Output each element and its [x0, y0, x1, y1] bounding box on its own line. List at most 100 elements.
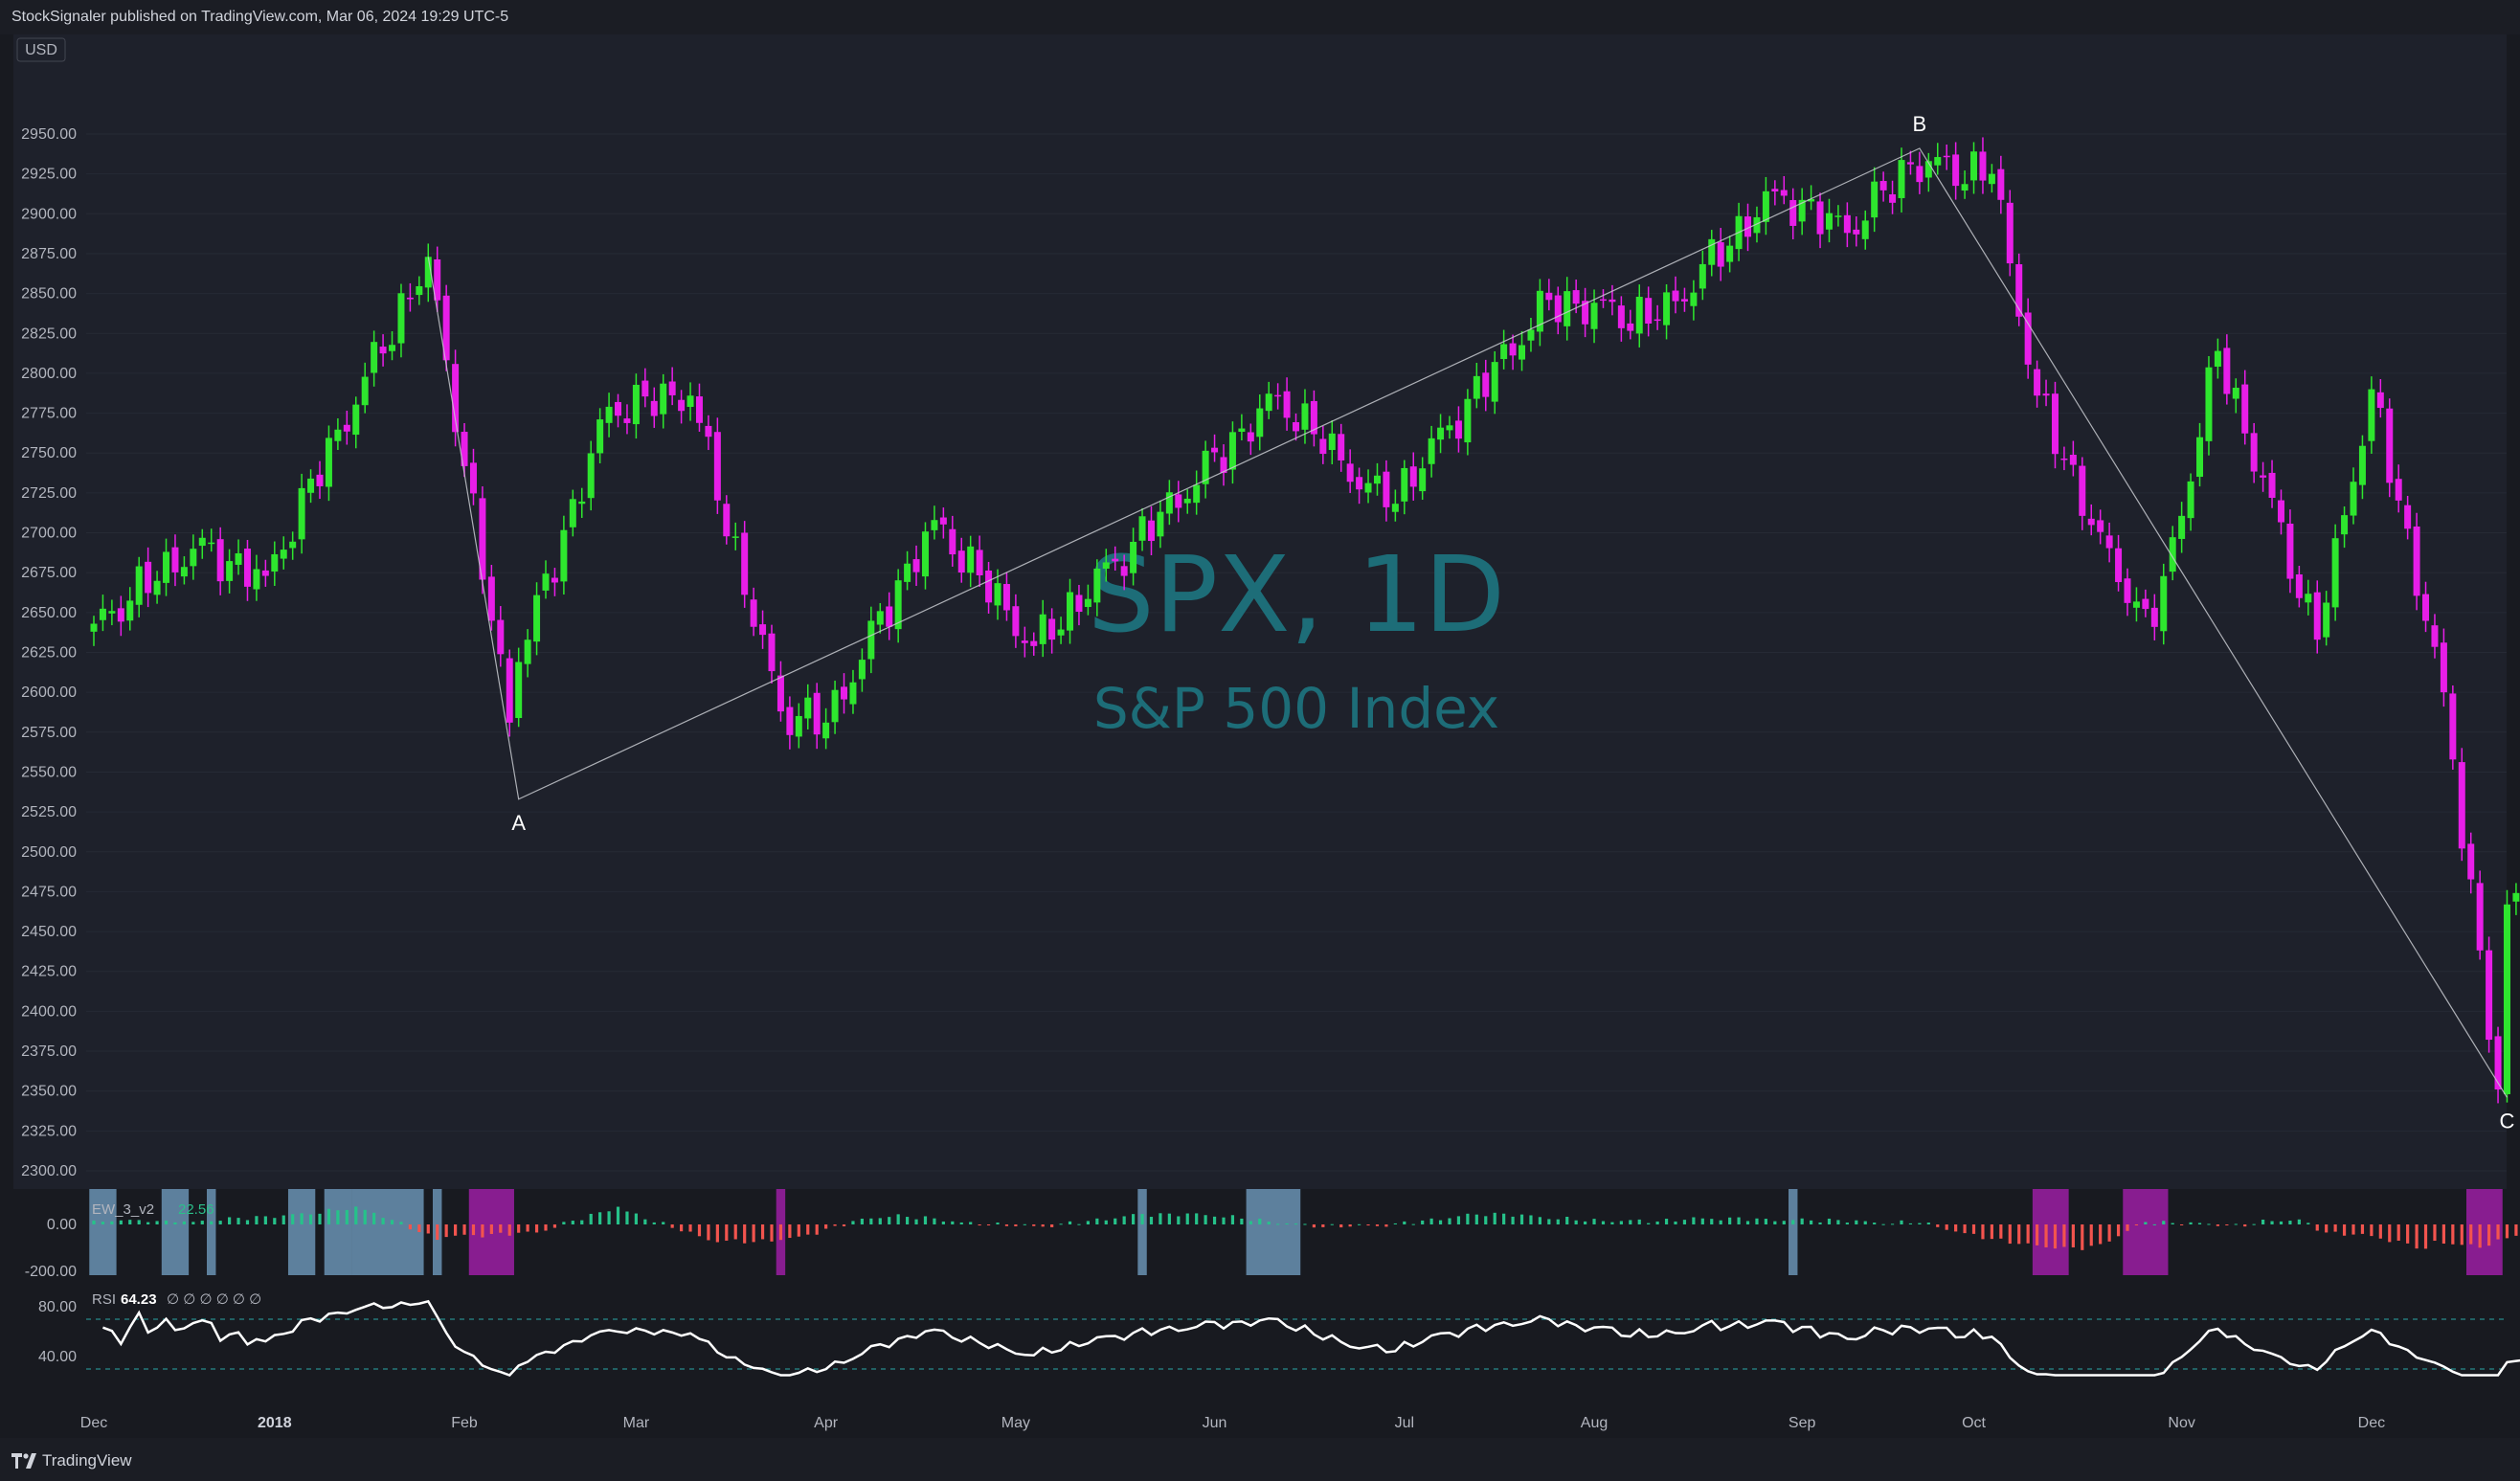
candle-body — [1002, 584, 1010, 611]
candle-body — [479, 498, 486, 580]
candle-body — [1780, 190, 1788, 196]
oscillator-bar — [906, 1217, 910, 1224]
oscillator-bar — [1167, 1213, 1171, 1224]
wave-label-b: B — [1913, 112, 1927, 136]
candle-body — [1373, 475, 1381, 484]
footer-brand[interactable]: TradingView — [42, 1451, 132, 1470]
candle-body — [1310, 400, 1317, 435]
oscillator-bar — [806, 1224, 810, 1235]
oscillator-tick-label: 0.00 — [47, 1217, 77, 1233]
oscillator-band — [89, 1189, 117, 1275]
oscillator-bar — [969, 1222, 973, 1224]
oscillator-bar — [1095, 1218, 1099, 1224]
price-tick-label: 2500.00 — [21, 844, 77, 861]
oscillator-band — [161, 1189, 190, 1275]
oscillator-bar — [1429, 1218, 1433, 1224]
candle-body — [2034, 369, 2041, 396]
oscillator-bar — [1222, 1217, 1226, 1224]
oscillator-bar — [1502, 1213, 1506, 1224]
candle-body — [2422, 594, 2430, 621]
oscillator-bar — [851, 1221, 855, 1224]
oscillator-bar — [1655, 1221, 1659, 1224]
oscillator-bar — [2252, 1223, 2256, 1225]
tradingview-logo-icon[interactable] — [11, 1451, 40, 1470]
publisher-info: StockSignaler published on TradingView.c… — [11, 9, 509, 25]
oscillator-bar — [2441, 1224, 2445, 1245]
oscillator-bar — [2162, 1221, 2166, 1224]
candle-body — [1654, 319, 1661, 322]
candle-body — [1473, 375, 1480, 399]
oscillator-bar — [1610, 1222, 1614, 1224]
oscillator-band — [2123, 1189, 2169, 1275]
candle-body — [1554, 295, 1562, 323]
rsi-axis: 80.00 40.00 — [38, 1299, 77, 1365]
oscillator-bar — [752, 1224, 755, 1243]
currency-label[interactable]: USD — [25, 42, 57, 58]
oscillator-bar — [281, 1215, 285, 1224]
oscillator-bar — [2342, 1224, 2347, 1236]
oscillator-bar — [552, 1224, 557, 1228]
candle-body — [2105, 535, 2113, 549]
oscillator-bar — [2370, 1224, 2374, 1237]
candle-body — [2024, 312, 2032, 365]
candle-body — [695, 396, 703, 423]
oscillator-bar — [1330, 1223, 1334, 1225]
oscillator-bar — [1782, 1221, 1786, 1224]
oscillator-bar — [2243, 1224, 2247, 1227]
candle-body — [542, 573, 550, 591]
oscillator-bar — [1810, 1220, 1813, 1224]
oscillator-bar — [2396, 1224, 2400, 1241]
candle-body — [578, 501, 586, 505]
oscillator-bar — [598, 1212, 602, 1224]
oscillator-bar — [797, 1224, 800, 1237]
candle-body — [1138, 516, 1146, 541]
price-tick-label: 2925.00 — [21, 167, 77, 183]
candle-body — [822, 722, 830, 739]
candle-body — [1012, 606, 1020, 637]
candle-body — [867, 620, 875, 660]
oscillator-bar — [1519, 1214, 1524, 1224]
oscillator-bar — [507, 1224, 511, 1236]
candle-body — [1708, 238, 1716, 265]
oscillator-bar — [1511, 1216, 1515, 1224]
oscillator-bar — [2089, 1224, 2093, 1246]
candle-body — [1898, 160, 1905, 198]
candle-body — [506, 658, 513, 723]
main-pane[interactable] — [13, 34, 2507, 1189]
candle-body — [1419, 468, 1427, 492]
oscillator-bar — [1692, 1217, 1696, 1224]
candle-body — [2178, 515, 2186, 539]
chart[interactable]: 2950.00 2925.00 2900.00 2875.00 2850.00 2825.… — [0, 34, 2520, 1438]
candle-body — [2395, 479, 2402, 501]
oscillator-bar — [2297, 1219, 2301, 1224]
candle-body — [434, 258, 441, 301]
candle-body — [668, 381, 676, 395]
candle-body — [1590, 303, 1598, 329]
candle-body — [2376, 392, 2384, 409]
candle-body — [1744, 216, 1752, 237]
oscillator-bar — [2144, 1222, 2148, 1224]
candle-body — [2205, 367, 2213, 441]
oscillator-bar — [1908, 1223, 1913, 1224]
candle-body — [949, 528, 956, 555]
candle-body — [813, 692, 821, 735]
elliott-waves: A B C — [427, 112, 2515, 1133]
candle-body — [1979, 151, 1987, 181]
candle-body — [153, 580, 161, 595]
candle-body — [750, 599, 757, 627]
oscillator-bar — [589, 1213, 593, 1224]
candle-body — [271, 553, 279, 572]
currency-button[interactable]: USD — [16, 37, 66, 62]
oscillator-bar — [824, 1224, 828, 1229]
candle-body — [641, 380, 649, 397]
candle-body — [886, 606, 893, 627]
oscillator-bar — [2234, 1223, 2238, 1225]
oscillator-bar — [417, 1224, 421, 1233]
price-tick-label: 2750.00 — [21, 445, 77, 461]
candle-body — [2268, 472, 2276, 499]
candle-body — [551, 577, 558, 583]
wave-line — [427, 147, 2508, 1098]
candle-body — [1617, 305, 1625, 328]
candle-body — [686, 395, 694, 408]
oscillator-bar — [1845, 1223, 1849, 1224]
